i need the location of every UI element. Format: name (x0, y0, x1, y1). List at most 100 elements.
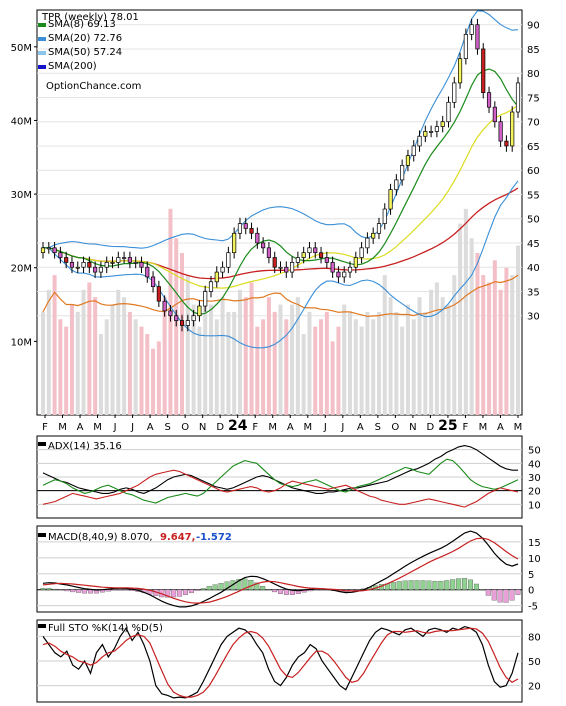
volume-tick-label: 50M (11, 43, 32, 54)
volume-bar (261, 319, 266, 415)
price-tick-label: 35 (527, 287, 540, 298)
plus-di-line (42, 458, 519, 504)
candle-body (168, 310, 173, 317)
volume-bar (197, 326, 202, 415)
volume-bar (348, 311, 353, 415)
macd-panel-tick-label: -5 (528, 602, 538, 613)
legend-swatch (38, 51, 46, 55)
sto-panel-tick-label: 50 (528, 657, 541, 668)
x-tick-label: F (463, 422, 469, 433)
macd-histogram-bar (485, 589, 491, 596)
macd-histogram-bar (46, 587, 52, 590)
macd-histogram-bar (319, 589, 325, 591)
candle-body (75, 266, 80, 269)
legend-swatch (38, 37, 46, 41)
candle-body (324, 257, 329, 263)
volume-bar (122, 297, 127, 415)
macd-histogram-bar (509, 589, 515, 601)
volume-bar (371, 319, 376, 415)
macd-histogram-bar (408, 580, 414, 590)
adx-title: ADX(14) 35.16 (48, 441, 122, 452)
candle-body (232, 232, 237, 254)
candle-body (52, 247, 57, 254)
x-tick-label: J (323, 422, 327, 433)
volume-bar (278, 304, 283, 415)
macd-histogram-bar (58, 589, 64, 591)
volume-bar (463, 208, 468, 415)
macd-histogram-bar (355, 589, 361, 591)
candle-body (388, 189, 393, 210)
x-tick-label: M (58, 422, 67, 433)
macd-histogram-bar (420, 580, 426, 590)
x-tick-label: F (42, 422, 48, 433)
macd-histogram-bar (200, 588, 206, 590)
macd-histogram-bar (390, 582, 396, 590)
x-tick-label: O (181, 422, 189, 433)
volume-bar (336, 326, 341, 415)
adx-panel-tick-label: 50 (528, 446, 541, 457)
volume-bar (133, 319, 138, 415)
volume-bar (255, 326, 260, 415)
candle-body (469, 24, 474, 35)
candle-body (284, 266, 289, 273)
macd-histogram-bar (64, 589, 70, 592)
candle-body (185, 320, 190, 326)
volume-bar (365, 311, 370, 415)
x-tick-label: A (497, 422, 504, 433)
candle-body (203, 291, 208, 307)
price-tick-label: 60 (527, 166, 540, 177)
x-tick-label: A (77, 422, 84, 433)
volume-bar (290, 304, 295, 415)
price-tick-label: 80 (527, 69, 540, 80)
macd-histogram-bar (450, 579, 456, 590)
volume-bar (417, 297, 422, 415)
volume-bar (440, 297, 445, 415)
candle-body (156, 286, 161, 302)
candle-body (440, 121, 445, 127)
sto-panel-tick-label: 80 (528, 632, 541, 643)
volume-bar (405, 304, 410, 415)
macd-histogram-bar (497, 589, 503, 603)
candle-body (69, 262, 75, 268)
macd-histogram-bar (188, 589, 194, 594)
candle-body (446, 101, 451, 123)
volume-bar (214, 319, 219, 415)
volume-bar (98, 334, 103, 415)
volume-bar (226, 311, 231, 415)
volume-bar (295, 297, 300, 415)
x-tick-label: A (147, 422, 154, 433)
candle-body (295, 257, 300, 263)
candle-body (150, 276, 156, 287)
candle-body (220, 266, 225, 273)
candle-body (266, 247, 271, 258)
legend-swatch (38, 65, 46, 69)
volume-bar (151, 348, 156, 415)
price-tick-label: 85 (527, 45, 540, 56)
volume-bar (58, 319, 63, 415)
macd-histogram-bar (432, 580, 438, 590)
adx-panel-tick-label: 40 (528, 459, 541, 470)
volume-bar (400, 326, 405, 415)
macd-histogram-bar (295, 589, 301, 594)
legend-label: SMA(8) 69.13 (48, 19, 116, 30)
volume-bar (174, 238, 179, 415)
macd-histogram-bar (123, 589, 129, 591)
macd-panel-tick-label: 15 (528, 538, 541, 549)
volume-bar (313, 326, 318, 415)
candle-body (116, 257, 121, 263)
volume-tick-label: 10M (11, 337, 32, 348)
signal-line (42, 537, 519, 604)
candle-body (475, 24, 480, 50)
candle-body (278, 266, 283, 269)
macd-histogram-bar (88, 589, 93, 594)
volume-bar (110, 304, 115, 415)
macd-histogram-bar (266, 589, 272, 591)
x-tick-label: D (427, 422, 435, 433)
candle-body (104, 262, 109, 268)
candle-body (40, 247, 46, 254)
volume-bar (162, 297, 167, 415)
macd-histogram-bar (218, 583, 224, 590)
x-tick-label: M (93, 422, 102, 433)
candle-body (98, 266, 103, 273)
macd-histogram-bar (224, 581, 230, 590)
